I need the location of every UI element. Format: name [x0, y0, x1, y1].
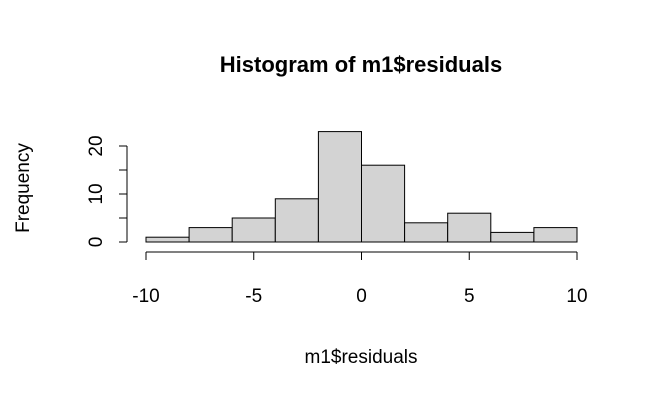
y-axis-label: Frequency [13, 143, 34, 233]
bar [447, 212, 492, 243]
y-tick-label: 10 [86, 183, 107, 204]
bar [361, 164, 406, 243]
x-tick-label: -10 [132, 286, 159, 307]
bar [533, 227, 578, 243]
x-tick-label: -5 [245, 286, 262, 307]
bar [274, 198, 319, 243]
x-tick-label: 5 [464, 286, 475, 307]
y-tick-label: 20 [86, 135, 107, 156]
x-tick-label: 0 [356, 286, 367, 307]
x-axis-label: m1$residuals [305, 347, 418, 368]
x-tick-label: 10 [566, 286, 587, 307]
bar [490, 231, 535, 243]
bar [404, 222, 449, 243]
chart-title: Histogram of m1$residuals [220, 52, 502, 77]
bar [317, 131, 362, 243]
y-tick-label: 0 [86, 237, 107, 248]
bar [188, 227, 233, 243]
bar [145, 236, 190, 243]
bar [231, 217, 276, 243]
